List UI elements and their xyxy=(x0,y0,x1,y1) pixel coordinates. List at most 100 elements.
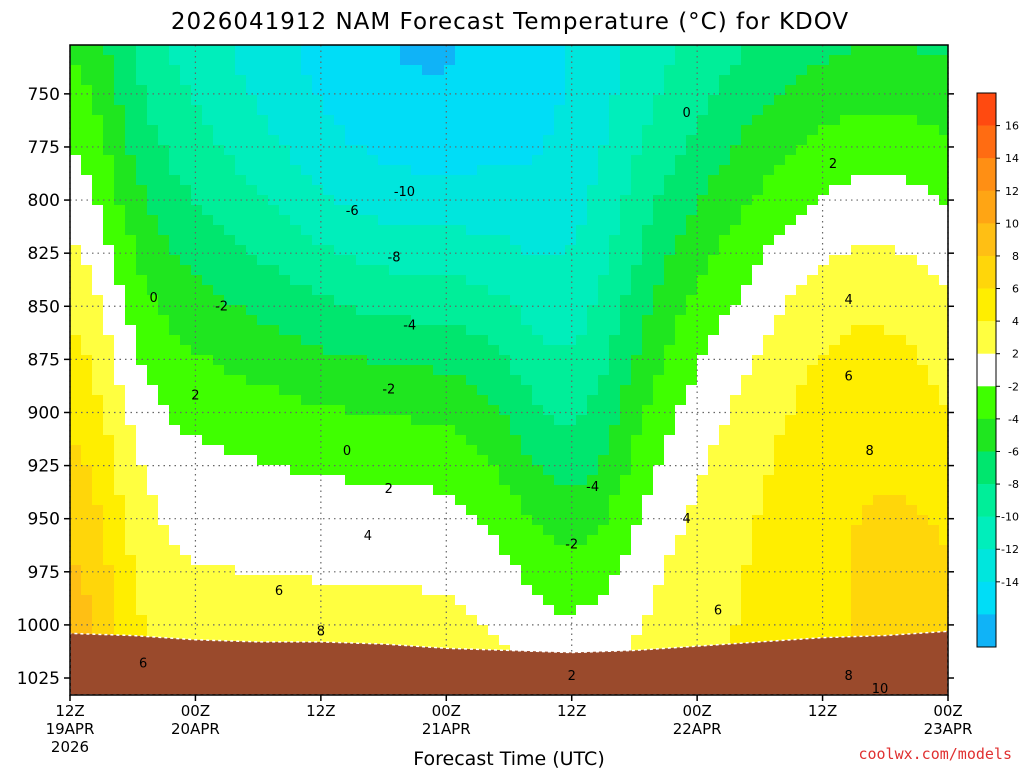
temperature-cell xyxy=(906,65,918,76)
temperature-cell xyxy=(697,455,709,466)
temperature-cell xyxy=(477,515,489,526)
temperature-cell xyxy=(653,335,665,346)
temperature-cell xyxy=(81,265,93,276)
temperature-cell xyxy=(312,55,324,66)
temperature-cell xyxy=(202,565,214,576)
temperature-cell xyxy=(334,295,346,306)
temperature-cell xyxy=(620,205,632,216)
temperature-cell xyxy=(708,505,720,516)
temperature-cell xyxy=(620,535,632,546)
temperature-cell xyxy=(180,285,192,296)
temperature-cell xyxy=(378,215,390,226)
temperature-cell xyxy=(202,545,214,556)
temperature-cell xyxy=(576,85,588,96)
temperature-cell xyxy=(631,395,643,406)
temperature-cell xyxy=(158,95,170,106)
temperature-cell xyxy=(268,485,280,496)
temperature-cell xyxy=(389,575,401,586)
temperature-cell xyxy=(136,155,148,166)
temperature-cell xyxy=(466,235,478,246)
temperature-cell xyxy=(576,165,588,176)
temperature-cell xyxy=(554,145,566,156)
temperature-cell xyxy=(257,315,269,326)
temperature-cell xyxy=(257,475,269,486)
temperature-cell xyxy=(741,265,753,276)
temperature-cell xyxy=(70,115,82,126)
temperature-cell xyxy=(697,335,709,346)
temperature-cell xyxy=(92,435,104,446)
temperature-cell xyxy=(466,395,478,406)
temperature-cell xyxy=(576,585,588,596)
temperature-cell xyxy=(378,355,390,366)
temperature-cell xyxy=(642,355,654,366)
temperature-cell xyxy=(477,385,489,396)
temperature-cell xyxy=(653,485,665,496)
temperature-cell xyxy=(884,225,896,236)
temperature-cell xyxy=(510,75,522,86)
temperature-cell xyxy=(653,55,665,66)
temperature-cell xyxy=(224,65,236,76)
temperature-cell xyxy=(92,375,104,386)
temperature-cell xyxy=(543,565,555,576)
temperature-cell xyxy=(730,385,742,396)
temperature-cell xyxy=(620,335,632,346)
temperature-cell xyxy=(81,65,93,76)
temperature-cell xyxy=(411,595,423,606)
temperature-cell xyxy=(400,155,412,166)
temperature-cell xyxy=(686,595,698,606)
temperature-cell xyxy=(598,55,610,66)
temperature-cell xyxy=(235,85,247,96)
temperature-cell xyxy=(411,505,423,516)
temperature-cell xyxy=(213,435,225,446)
temperature-cell xyxy=(488,165,500,176)
temperature-cell xyxy=(103,495,115,506)
temperature-cell xyxy=(334,205,346,216)
temperature-cell xyxy=(895,555,907,566)
temperature-cell xyxy=(895,75,907,86)
temperature-cell xyxy=(521,165,533,176)
temperature-cell xyxy=(576,385,588,396)
temperature-cell xyxy=(895,185,907,196)
temperature-cell xyxy=(598,125,610,136)
temperature-cell xyxy=(312,455,324,466)
temperature-cell xyxy=(554,205,566,216)
temperature-cell xyxy=(158,445,170,456)
temperature-cell xyxy=(444,425,456,436)
temperature-cell xyxy=(620,305,632,316)
temperature-cell xyxy=(213,215,225,226)
temperature-cell xyxy=(642,435,654,446)
temperature-cell xyxy=(356,535,368,546)
temperature-cell xyxy=(499,355,511,366)
temperature-cell xyxy=(488,55,500,66)
temperature-cell xyxy=(92,485,104,496)
temperature-cell xyxy=(334,355,346,366)
temperature-cell xyxy=(268,445,280,456)
temperature-cell xyxy=(587,75,599,86)
temperature-cell xyxy=(191,105,203,116)
temperature-cell xyxy=(81,205,93,216)
temperature-cell xyxy=(455,635,467,646)
temperature-cell xyxy=(180,155,192,166)
temperature-cell xyxy=(785,375,797,386)
temperature-cell xyxy=(213,565,225,576)
temperature-cell xyxy=(466,325,478,336)
temperature-cell xyxy=(389,115,401,126)
temperature-cell xyxy=(785,365,797,376)
temperature-cell xyxy=(631,515,643,526)
temperature-cell xyxy=(356,405,368,416)
temperature-cell xyxy=(356,395,368,406)
temperature-cell xyxy=(785,415,797,426)
temperature-cell xyxy=(741,95,753,106)
temperature-cell xyxy=(818,175,830,186)
temperature-cell xyxy=(686,405,698,416)
temperature-cell xyxy=(466,65,478,76)
temperature-cell xyxy=(719,55,731,66)
temperature-cell xyxy=(554,255,566,266)
temperature-cell xyxy=(587,105,599,116)
temperature-cell xyxy=(576,425,588,436)
temperature-cell xyxy=(400,255,412,266)
temperature-cell xyxy=(532,225,544,236)
temperature-cell xyxy=(763,65,775,76)
temperature-cell xyxy=(323,235,335,246)
temperature-cell xyxy=(367,495,379,506)
